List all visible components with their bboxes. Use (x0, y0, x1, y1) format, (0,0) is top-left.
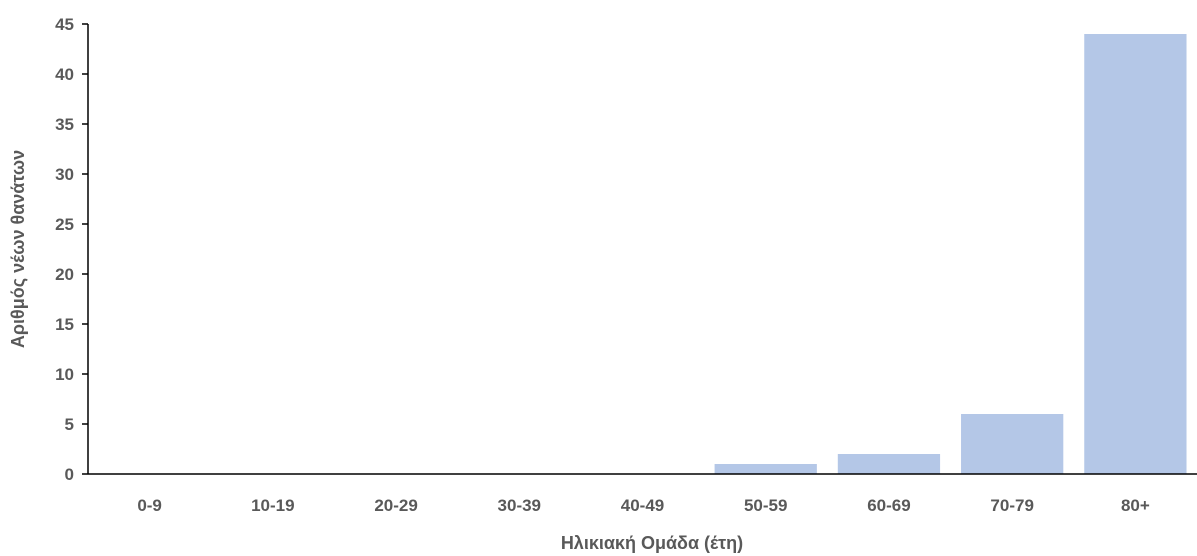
x-tick-label: 70-79 (990, 496, 1033, 515)
y-tick-label: 30 (55, 165, 74, 184)
bar-50-59 (714, 464, 817, 474)
x-tick-label: 10-19 (251, 496, 294, 515)
x-axis-title: Ηλικιακή Ομάδα (έτη) (561, 533, 743, 553)
bar-70-79 (961, 414, 1064, 474)
bar-60-69 (837, 454, 941, 474)
y-tick-label: 40 (55, 65, 74, 84)
y-tick-label: 20 (55, 265, 74, 284)
x-tick-label: 20-29 (374, 496, 417, 515)
y-tick-label: 25 (55, 215, 74, 234)
y-tick-label: 5 (65, 415, 74, 434)
y-tick-label: 15 (55, 315, 74, 334)
x-axis: 0-9 10-19 20-29 30-39 40-49 50-59 60-69 70-79 80… (88, 473, 1197, 515)
y-axis-title: Αριθμός νέων θανάτων (8, 150, 28, 348)
x-tick-label: 40-49 (621, 496, 664, 515)
y-tick-label: 35 (55, 115, 74, 134)
bar-80+ (1084, 34, 1187, 474)
y-tick-label: 0 (65, 465, 74, 484)
y-axis: 0 5 10 15 20 25 30 35 40 45 (55, 15, 89, 484)
y-tick-label: 45 (55, 15, 74, 34)
x-tick-label: 60-69 (867, 496, 910, 515)
x-tick-label: 30-39 (498, 496, 541, 515)
x-tick-label: 0-9 (137, 496, 162, 515)
x-tick-label: 80+ (1121, 496, 1150, 515)
y-tick-label: 10 (55, 365, 74, 384)
x-tick-label: 50-59 (744, 496, 787, 515)
bars-group (714, 34, 1187, 474)
